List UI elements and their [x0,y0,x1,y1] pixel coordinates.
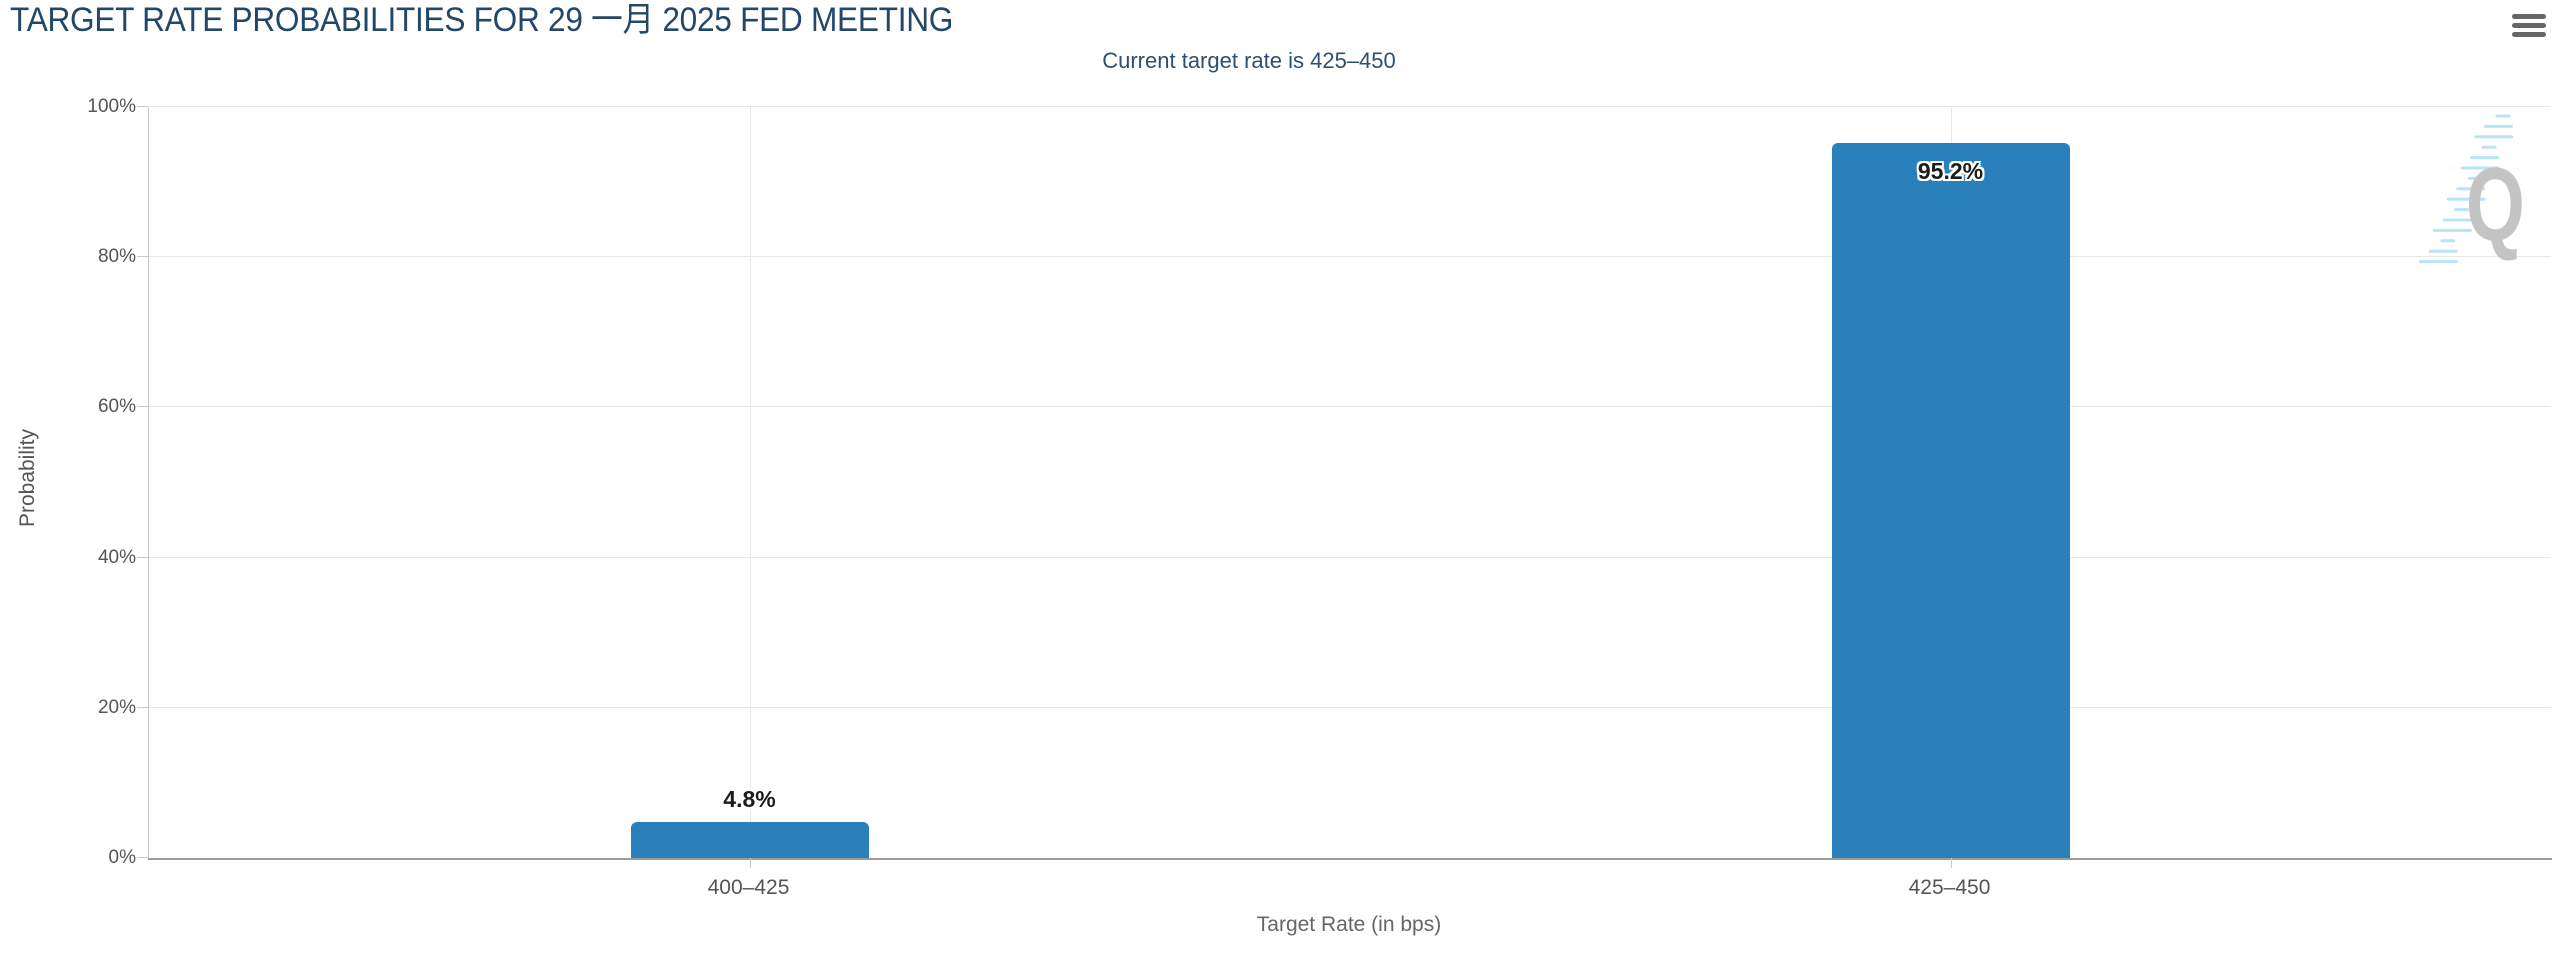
chart-subtitle: Current target rate is 425–450 [1102,48,1396,73]
svg-text:Q: Q [2466,147,2525,262]
y-gridline [149,106,2551,107]
y-gridline [149,706,2551,708]
y-gridline [149,256,2551,258]
probability-bar[interactable] [1831,143,2070,858]
y-axis-tick [137,706,148,708]
y-axis-tick [137,857,148,858]
y-axis-tick-label: 80% [97,246,136,268]
y-gridline [149,556,2551,558]
export-menu-button[interactable] [2512,14,2546,38]
x-axis-line [148,858,2552,860]
hamburger-icon [2512,32,2546,37]
y-axis-tick-label: 40% [97,546,136,568]
y-axis-tick [137,406,148,408]
quikstrike-watermark-icon: Q [2419,114,2525,264]
probability-bar[interactable] [630,821,869,858]
y-axis-tick-label: 0% [108,847,136,868]
bar-value-label: 4.8% [723,785,776,812]
chart-title: TARGET RATE PROBABILITIES FOR 29 一月 2025… [10,1,954,39]
y-axis-tick [137,256,148,258]
x-gridline [749,107,751,858]
y-axis-tick-label: 60% [97,396,136,418]
x-axis-category-label: 425–450 [1908,876,1991,899]
x-axis-tick [1950,858,1952,868]
y-axis-tick-label: 100% [87,96,136,117]
hamburger-icon [2512,14,2546,19]
hamburger-icon [2512,23,2546,28]
bar-value-label: 95.2% [1917,158,1984,185]
y-axis-tick [137,556,148,558]
x-axis-title: Target Rate (in bps) [1256,913,1442,936]
x-axis-tick [749,858,751,868]
y-axis-tick [137,106,148,107]
y-axis-labels: 0% 20% 40% 60% 80% 100% [0,96,136,868]
y-gridline [149,406,2551,408]
y-axis-tick-label: 20% [97,696,136,718]
x-axis-labels: 400–425 425–450 [148,876,2550,906]
x-axis-category-label: 400–425 [707,876,790,899]
plot-area: 4.8% 95.2% [137,106,2552,868]
